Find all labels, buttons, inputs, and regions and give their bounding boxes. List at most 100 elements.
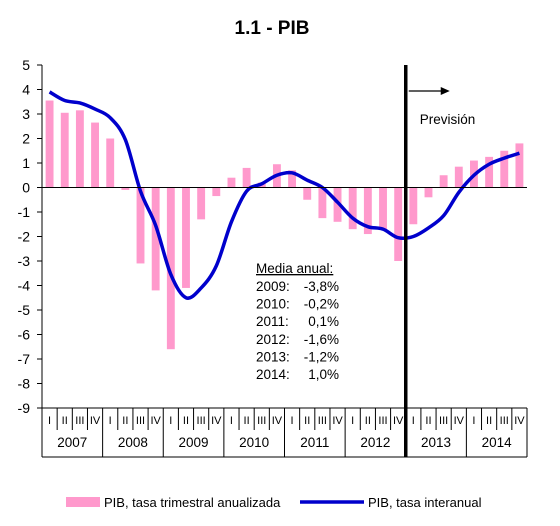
y-tick-label: 4: [22, 82, 30, 98]
quarter-label: IV: [272, 415, 283, 427]
bar-7: [136, 187, 145, 264]
y-tick-label: -1: [18, 204, 31, 220]
forecast-label-box: Previsión: [408, 87, 489, 134]
bar-23: [379, 187, 387, 230]
annual-average-year: 2010:: [256, 297, 290, 312]
year-label: 2007: [57, 435, 87, 450]
annual-average-year: 2009:: [256, 279, 290, 294]
year-label: 2011: [300, 435, 329, 450]
quarter-label: IV: [150, 415, 161, 427]
quarter-label: I: [351, 415, 354, 427]
annual-average-value: -3,8%: [304, 279, 339, 294]
annual-average-year: 2014:: [256, 367, 290, 382]
bar-14: [242, 167, 251, 188]
quarter-label: III: [500, 415, 509, 427]
bar-6: [121, 187, 130, 190]
forecast-label-background: [408, 104, 489, 134]
y-axis-ticks: 5 4 3 2 1 0 -1 -2 -3 -4 -5 -6 -7 -8 -9: [18, 57, 42, 416]
year-label: 2008: [118, 435, 148, 450]
annual-average-value: 1,0%: [308, 367, 339, 382]
annual-average-year: 2013:: [256, 349, 290, 364]
quarter-label: I: [230, 415, 233, 427]
quarter-label: II: [425, 415, 431, 427]
bar-5: [106, 138, 115, 188]
quarter-label: I: [291, 415, 294, 427]
year-label: 2009: [179, 435, 209, 450]
y-tick-label: -9: [18, 400, 31, 416]
bar-17: [288, 170, 297, 188]
quarter-label: III: [318, 415, 327, 427]
bar-26: [424, 187, 433, 198]
bar-12: [212, 187, 221, 197]
annual-average-value: -1,6%: [304, 332, 339, 347]
y-tick-label: 3: [22, 106, 30, 122]
quarter-label: III: [378, 415, 387, 427]
quarter-label: II: [365, 415, 371, 427]
bar-13: [227, 177, 236, 188]
bar-30: [485, 156, 494, 188]
bar-32: [515, 143, 524, 188]
bar-31: [500, 150, 509, 188]
quarter-label: III: [439, 415, 448, 427]
y-tick-label: 5: [22, 57, 30, 73]
quarter-label: II: [62, 415, 68, 427]
annual-average-heading: Media anual:: [256, 261, 333, 276]
quarter-label: I: [472, 415, 475, 427]
quarter-label: III: [197, 415, 206, 427]
quarter-label: III: [136, 415, 145, 427]
year-label: 2014: [482, 435, 513, 450]
quarter-label: I: [412, 415, 415, 427]
bar-11: [197, 187, 206, 220]
quarter-label: IV: [90, 415, 101, 427]
quarter-label: IV: [332, 415, 343, 427]
forecast-label: Previsión: [420, 112, 476, 127]
annual-average-value: 0,1%: [308, 314, 339, 329]
quarter-label: II: [122, 415, 128, 427]
quarter-label: II: [304, 415, 310, 427]
annual-average-year: 2012:: [256, 332, 290, 347]
chart-title: 1.1 - PIB: [235, 18, 310, 39]
quarter-label: II: [183, 415, 189, 427]
line-series: [48, 90, 520, 300]
y-tick-label: -2: [18, 229, 31, 245]
legend-bar-swatch: [66, 497, 100, 507]
quarter-label: I: [169, 415, 172, 427]
quarter-label: IV: [454, 415, 465, 427]
y-tick-label: 0: [22, 180, 30, 196]
bar-21: [348, 187, 357, 230]
quarter-label: III: [75, 415, 84, 427]
x-axis-labels: I II III IV I II III IV I II III IV I II III IV I II III IV…: [41, 408, 528, 458]
interannual-line: [48, 90, 520, 300]
quarter-label: II: [486, 415, 492, 427]
y-tick-label: -7: [18, 351, 31, 367]
y-tick-label: 2: [22, 131, 30, 147]
forecast-arrowhead: [440, 87, 450, 95]
quarter-label: I: [109, 415, 112, 427]
bar-28: [454, 166, 463, 188]
year-label: 2010: [239, 435, 269, 450]
legend-line-label: PIB, tasa interanual: [368, 495, 482, 510]
bar-22: [363, 187, 372, 235]
bar-4: [91, 122, 99, 188]
y-tick-label: -8: [18, 376, 31, 392]
quarter-label: IV: [514, 415, 525, 427]
bar-18: [303, 187, 312, 200]
bar-2: [60, 112, 69, 188]
quarter-label: IV: [211, 415, 222, 427]
y-tick-label: -6: [18, 327, 31, 343]
bar-8: [151, 187, 160, 291]
quarter-label: II: [244, 415, 250, 427]
annual-average-year: 2011:: [256, 314, 289, 329]
bar-27: [439, 175, 448, 188]
annual-average-value: -0,2%: [304, 297, 339, 312]
quarter-label: I: [48, 415, 51, 427]
bar-9: [166, 187, 175, 350]
year-label: 2012: [360, 435, 390, 450]
year-label: 2013: [421, 435, 451, 450]
y-tick-label: -3: [18, 253, 31, 269]
y-tick-label: -4: [18, 278, 31, 294]
bar-19: [318, 187, 327, 219]
bar-3: [75, 110, 84, 188]
quarter-label: IV: [393, 415, 404, 427]
